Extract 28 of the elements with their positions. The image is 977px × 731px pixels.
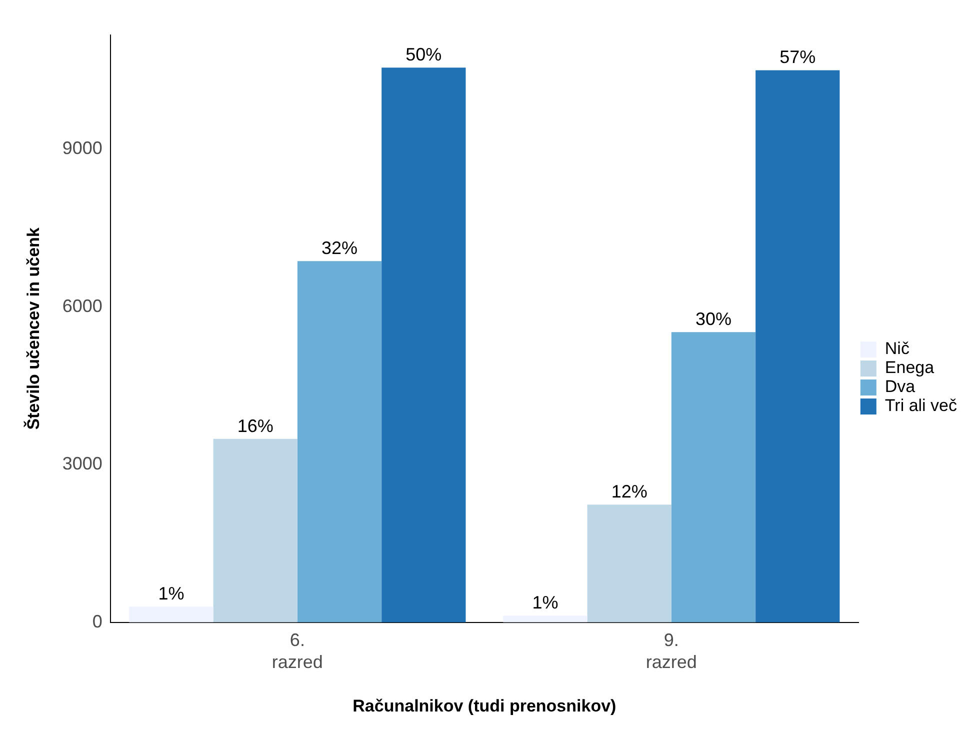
annotation: 50% [406, 44, 442, 65]
x-tick-label: 9. razred [646, 630, 697, 672]
x-tick-label: 6. razred [272, 630, 323, 672]
y-axis-title: Število učencev in učenk [22, 227, 43, 430]
bar [503, 616, 588, 622]
annotation: 57% [780, 47, 816, 68]
bar [671, 332, 756, 622]
bar [297, 261, 382, 622]
y-tick-label: 0 [92, 611, 102, 632]
annotation: 1% [532, 592, 558, 613]
bar [213, 438, 298, 622]
annotation: 1% [158, 584, 184, 604]
y-tick-label: 6000 [62, 296, 102, 316]
y-tick-label: 9000 [62, 138, 102, 158]
x-axis-title: Računalnikov (tudi prenosnikov) [352, 696, 616, 716]
bar [587, 504, 672, 622]
y-tick-label: 3000 [62, 454, 102, 474]
bar [382, 68, 466, 622]
annotation: 30% [695, 309, 732, 330]
bar [756, 70, 840, 622]
legend-label: Dva [884, 377, 916, 396]
bar [129, 606, 214, 622]
annotation: 16% [237, 416, 274, 436]
legend-label: Nič [884, 339, 910, 358]
legend-label: Enega [884, 358, 935, 378]
annotation: 12% [611, 482, 648, 502]
annotation: 32% [321, 238, 358, 258]
legend-label: Tri ali več [884, 396, 958, 416]
